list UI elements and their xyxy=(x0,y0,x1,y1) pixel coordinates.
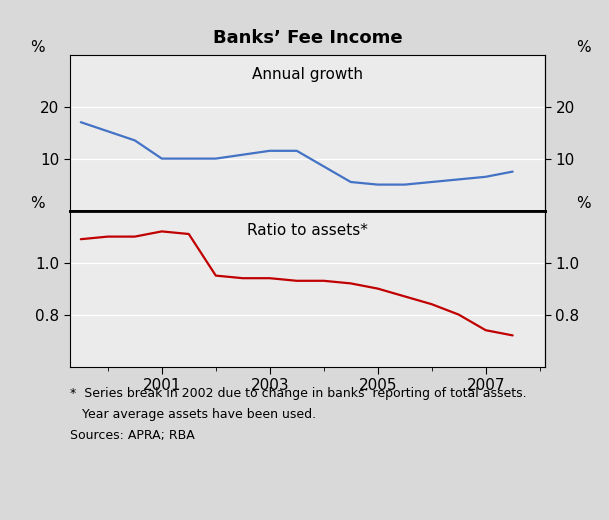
Text: %: % xyxy=(576,40,591,55)
Text: %: % xyxy=(576,196,591,211)
Text: *  Series break in 2002 due to change in banks’ reporting of total assets.: * Series break in 2002 due to change in … xyxy=(70,387,527,400)
Text: Year average assets have been used.: Year average assets have been used. xyxy=(70,408,316,421)
Text: Banks’ Fee Income: Banks’ Fee Income xyxy=(213,29,403,47)
Text: Annual growth: Annual growth xyxy=(252,67,363,82)
Text: %: % xyxy=(30,196,44,211)
Text: Sources: APRA; RBA: Sources: APRA; RBA xyxy=(70,429,195,442)
Text: Ratio to assets*: Ratio to assets* xyxy=(247,223,368,238)
Text: %: % xyxy=(30,40,44,55)
